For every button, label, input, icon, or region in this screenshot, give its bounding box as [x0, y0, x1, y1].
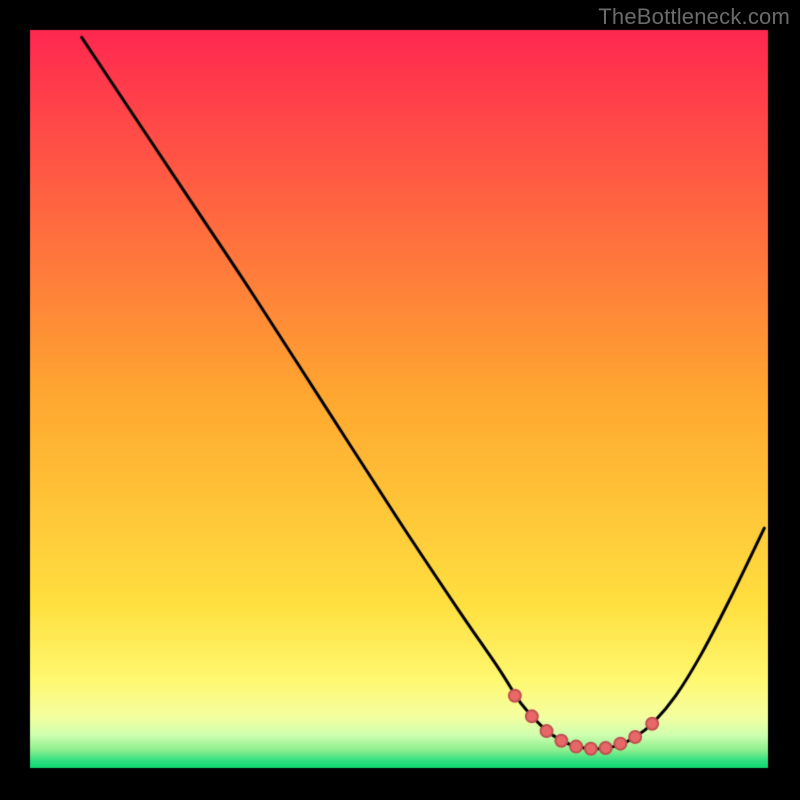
chart-stage: TheBottleneck.com — [0, 0, 800, 800]
watermark-label: TheBottleneck.com — [598, 4, 790, 30]
bottleneck-curve-chart — [0, 0, 800, 800]
